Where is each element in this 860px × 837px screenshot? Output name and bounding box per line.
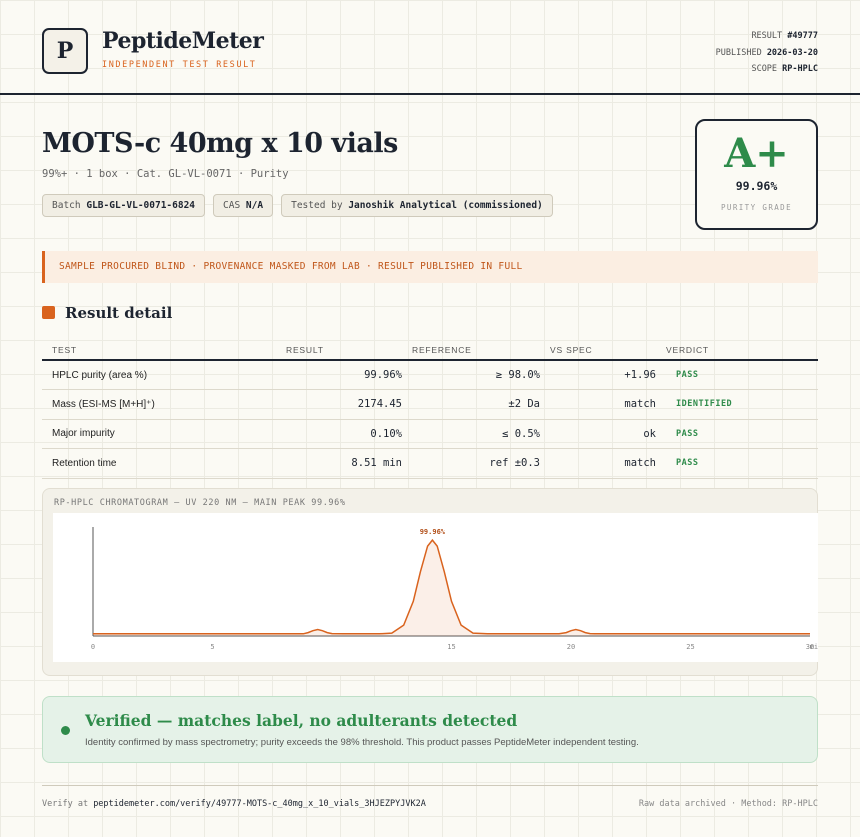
verify-label: Verify at [42,799,89,809]
chart-title: RP-HPLC CHROMATOGRAM — UV 220 NM — MAIN … [54,498,346,508]
verdict: IDENTIFIED [666,389,818,420]
cell: ref ±0.3 [412,448,550,479]
section-marker [42,306,55,319]
cell: ±2 Da [412,389,550,420]
result-table: TEST RESULT REFERENCE VS SPEC VERDICT HPLC pu… [42,340,818,479]
verdict: PASS [666,360,818,390]
peak-label: 99.96% [420,528,446,536]
cell: +1.96 [550,360,666,390]
meta-value: #49777 [787,31,818,41]
cell: HPLC purity (area %) [42,360,286,390]
table-body: HPLC purity (area %) 99.96% ≥ 98.0% +1.96 PA… [42,360,818,479]
footer-right: Raw data archived · Method: RP-HPLC [638,799,818,809]
chips: Batch GLB-GL-VL-0071-6824 CAS N/A Tested b… [42,194,553,217]
verified-box [42,696,818,763]
chip-label: Tested by [291,200,343,211]
chip: Batch GLB-GL-VL-0071-6824 [42,194,206,217]
x-tick-label: 0 [91,643,95,651]
table-header: TEST RESULT REFERENCE VS SPEC VERDICT [42,340,818,361]
table-row: Retention time 8.51 min ref ±0.3 match PASS [42,448,818,479]
meta: RESULT #49777 PUBLISHED 2026-03-20 SCOPE R… [716,28,818,78]
chip-value: GLB-GL-VL-0071-6824 [86,200,196,211]
chip: Tested by Janoshik Analytical (commissio… [281,194,553,217]
meta-value: RP-HPLC [782,64,818,74]
grade-box: A+ 99.96% PURITY GRADE [695,119,818,230]
footer-left: Verify at peptidemeter.com/verify/49777-… [42,799,426,809]
verified-text: Identity confirmed by mass spectrometry;… [85,737,639,748]
cell: match [550,389,666,420]
section-title: Result detail [65,304,173,322]
footer-rule [42,785,818,786]
meta-label: RESULT [751,31,783,41]
x-tick-label: 20 [567,643,575,651]
notice: SAMPLE PROCURED BLIND · PROVENANCE MASKE… [42,251,818,283]
meta-label: PUBLISHED [715,47,762,58]
x-tick-label: 5 [210,643,214,651]
chip-label: Batch [52,200,81,211]
meta-row: RESULT #49777 [716,28,818,45]
x-tick-label: 30 [806,643,814,651]
column-header: VERDICT [666,340,818,361]
header-rule [0,93,860,95]
grade-label: PURITY GRADE [721,203,792,212]
line [93,538,810,635]
cell: 99.96% [286,360,412,390]
verify-url[interactable]: peptidemeter.com/verify/49777-MOTS-c_40m… [93,799,426,809]
x-axis-label: min [810,643,818,651]
chip-value: N/A [245,200,264,211]
column-header: REFERENCE [412,340,550,361]
meta-row: PUBLISHED 2026-03-20 [716,45,818,62]
logo: P [42,28,88,74]
grade-value: 99.96% [735,179,778,193]
tagline: INDEPENDENT TEST RESULT [102,60,257,70]
column-header: TEST [42,340,286,361]
cell: ≥ 98.0% [412,360,550,390]
cell: 8.51 min [286,448,412,479]
grade-letter: A+ [724,130,789,177]
cell: ≤ 0.5% [412,419,550,449]
meta-row: SCOPE RP-HPLC [716,61,818,78]
table-row: Major impurity 0.10% ≤ 0.5% ok PASS [42,419,818,449]
area [93,540,810,636]
verdict: PASS [666,448,818,479]
cell: Major impurity [42,419,286,449]
chip-label: CAS [223,200,241,211]
cell: Mass (ESI-MS [M+H]⁺) [42,389,286,420]
product-title: MOTS-c 40mg x 10 vials [42,128,398,159]
verified-dot [61,726,70,735]
table-row: HPLC purity (area %) 99.96% ≥ 98.0% +1.96 PA… [42,360,818,390]
cell: ok [550,419,666,449]
x-tick-label: 25 [686,643,694,651]
chip-value: Janoshik Analytical (commissioned) [348,200,543,211]
cell: match [550,448,666,479]
verdict: PASS [666,419,818,449]
cell: Retention time [42,448,286,479]
column-header: RESULT [286,340,412,361]
chart: 0 5 15 20 25 30min 99.96% [53,513,818,662]
cell: 2174.45 [286,389,412,420]
meta-value: 2026-03-20 [766,47,818,58]
table-row: Mass (ESI-MS [M+H]⁺) 2174.45 ±2 Da match IDE… [42,389,818,420]
product-subtitle: 99%+ · 1 box · Cat. GL-VL-0071 · Purity [42,168,289,180]
brand: PeptideMeter [102,28,264,54]
verified-title: Verified — matches label, no adulterants… [85,711,518,730]
meta-label: SCOPE [751,64,778,74]
chip: CAS N/A [213,194,274,217]
cell: 0.10% [286,419,412,449]
x-tick-label: 15 [447,643,455,651]
column-header: VS SPEC [550,340,666,361]
